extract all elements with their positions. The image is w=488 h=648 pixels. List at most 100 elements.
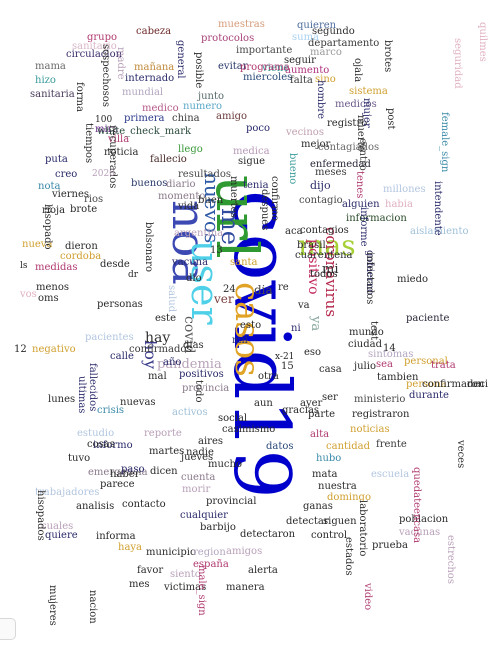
cloud-word: santa xyxy=(230,257,258,268)
cloud-word: 15 xyxy=(281,361,294,372)
cloud-word: vida xyxy=(178,201,200,212)
cloud-word: todo xyxy=(193,380,204,403)
cloud-word: morir xyxy=(182,484,211,495)
cloud-word: sanitaria xyxy=(30,89,75,100)
cloud-word: viene xyxy=(262,63,290,74)
cloud-word: casa xyxy=(319,364,342,375)
cloud-word: vecinos xyxy=(286,127,324,138)
cloud-word: nota xyxy=(38,181,61,192)
cloud-word: re xyxy=(278,282,289,293)
cloud-word: martes xyxy=(149,446,185,457)
cloud-word: cuales xyxy=(41,521,74,532)
cloud-word: noticias xyxy=(350,424,390,435)
cloud-word: pacientes xyxy=(85,332,134,343)
cloud-word: rios xyxy=(84,194,104,205)
cloud-word: noticia xyxy=(104,147,139,158)
cloud-word: control xyxy=(311,530,348,541)
cloud-word: medicos xyxy=(335,99,377,110)
cloud-word: casi xyxy=(222,424,242,435)
cloud-word: enfermedad xyxy=(310,159,371,170)
cloud-word: ver xyxy=(214,292,234,306)
cloud-word: favor xyxy=(137,565,164,576)
cloud-word: menos xyxy=(36,282,69,293)
cloud-word: domingo xyxy=(327,492,371,503)
cloud-word: region xyxy=(193,547,226,558)
cloud-word: aumento xyxy=(285,65,330,76)
cloud-word: tambien xyxy=(377,372,419,383)
cloud-word: mil xyxy=(232,335,248,346)
cloud-word: ayer xyxy=(300,398,323,409)
cloud-word: dijo xyxy=(310,179,331,192)
cloud-word: paso xyxy=(121,464,145,475)
cloud-word: registraron xyxy=(352,409,410,420)
cloud-word: muestras xyxy=(218,19,265,30)
cloud-word: calle xyxy=(110,351,134,362)
cloud-word: oms xyxy=(38,293,59,304)
cloud-word: otra xyxy=(258,371,279,382)
cloud-word: video xyxy=(362,583,373,611)
cloud-word: quiere xyxy=(45,530,78,541)
cloud-word: departamento xyxy=(308,38,380,49)
cloud-word: año xyxy=(163,357,182,368)
cloud-word: alta xyxy=(310,429,330,440)
cloud-word: circulacion xyxy=(66,49,123,60)
cloud-word: estrechos xyxy=(445,535,456,584)
cloud-word: 14 xyxy=(383,343,396,354)
cloud-word: cordoba xyxy=(60,251,102,262)
cloud-word: seguridad xyxy=(452,38,463,89)
cloud-word: datos xyxy=(266,441,294,452)
cloud-word: mundial xyxy=(122,87,164,98)
cloud-word: crisis xyxy=(97,405,125,416)
cloud-word: contagio xyxy=(299,195,343,206)
cloud-word: salud xyxy=(166,285,177,313)
cloud-word: poco xyxy=(246,123,271,134)
cloud-word: amigos xyxy=(226,546,263,557)
cloud-word: frente xyxy=(376,439,407,450)
cloud-word: todos xyxy=(310,269,338,280)
cloud-word: mal xyxy=(148,371,167,382)
cloud-word: importante xyxy=(236,45,293,56)
cloud-word: despues xyxy=(259,189,270,231)
cloud-word: hisopados xyxy=(35,490,46,541)
cloud-word: ministerio xyxy=(354,394,406,405)
cloud-word: brotes xyxy=(382,40,393,73)
cloud-word: miedo xyxy=(397,274,429,285)
cloud-word: informe xyxy=(358,207,369,247)
cloud-word: tiempos xyxy=(83,123,94,164)
cloud-word: nuestra xyxy=(318,481,357,492)
cloud-word: reporte xyxy=(144,428,182,439)
cloud-word: pandemia xyxy=(157,357,222,372)
cloud-word: hay xyxy=(145,330,171,346)
cloud-word: resultados xyxy=(178,169,232,180)
cloud-word: hombre xyxy=(315,80,326,120)
cloud-word: millones xyxy=(383,184,426,195)
cloud-word: brote xyxy=(70,204,98,215)
cloud-word: ojala xyxy=(352,58,363,83)
cloud-word: cosas xyxy=(87,439,115,450)
cloud-word: dr xyxy=(128,270,139,280)
cloud-word: hizo xyxy=(35,75,56,86)
cloud-word: rioja xyxy=(42,205,66,216)
cloud-word: diario xyxy=(166,179,196,190)
cloud-word: brasil xyxy=(297,240,326,251)
cloud-word: tenes xyxy=(354,171,365,199)
scroll-handle[interactable] xyxy=(0,618,16,640)
cloud-word: intendente xyxy=(432,181,443,236)
cloud-word: vacunas xyxy=(399,527,441,538)
cloud-word: manera xyxy=(226,582,265,593)
cloud-word: ya xyxy=(308,316,323,332)
cloud-word: vacuna xyxy=(172,257,209,268)
cloud-word: quedateencasa xyxy=(411,467,422,544)
cloud-word: aun xyxy=(254,398,273,409)
cloud-word: activos xyxy=(172,407,208,418)
cloud-word: detectaron xyxy=(240,529,296,540)
cloud-word: buenos xyxy=(131,178,168,189)
cloud-word: mujer xyxy=(361,98,372,128)
cloud-word: quilmes xyxy=(477,22,488,62)
cloud-word: contagiados xyxy=(318,142,380,153)
cloud-word: decir xyxy=(467,379,488,390)
cloud-word: junto xyxy=(198,91,225,102)
cloud-word: durante xyxy=(409,390,449,401)
cloud-word: dias xyxy=(183,340,204,351)
